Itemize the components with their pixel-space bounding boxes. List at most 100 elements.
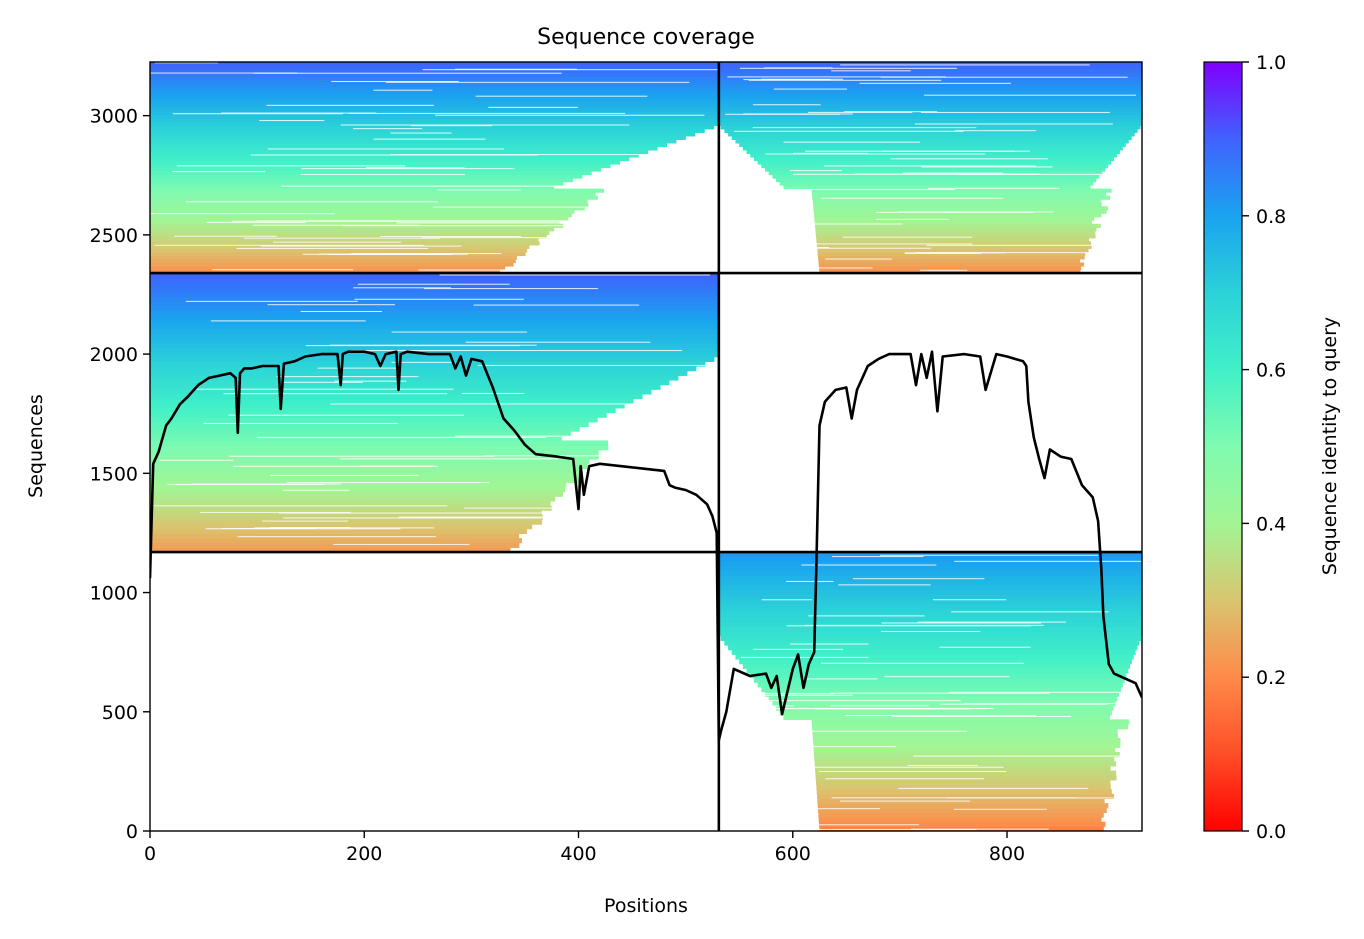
gap-stripe (261, 520, 348, 522)
msa-band (150, 338, 719, 344)
y-tick-label: 2500 (90, 225, 138, 247)
colorbar: 0.0 0.2 0.4 0.6 0.8 1.0 Sequence identity to … (1203, 52, 1341, 843)
gap-stripe (765, 153, 986, 155)
gap-stripe (267, 148, 504, 150)
msa-band (818, 817, 1102, 823)
msa-band (718, 565, 1142, 572)
gap-stripe (914, 123, 1113, 125)
gap-stripe (807, 111, 913, 113)
plot-area (150, 62, 1142, 831)
colorbar-tick-label: 1.0 (1256, 52, 1286, 74)
gap-stripe (276, 376, 419, 378)
gap-stripe (808, 615, 925, 617)
gap-stripe (421, 237, 642, 239)
gap-stripe (738, 708, 987, 710)
msa-block-2 (150, 62, 719, 274)
msa-band (150, 417, 598, 423)
msa-band (718, 86, 1142, 91)
gap-stripe (773, 88, 848, 90)
msa-band (814, 213, 1102, 218)
msa-band (150, 241, 540, 246)
gap-stripe (831, 70, 911, 72)
msa-band (150, 389, 652, 395)
gap-stripe (801, 824, 919, 826)
msa-band (814, 216, 1095, 221)
msa-band (150, 114, 719, 119)
msa-band (150, 230, 550, 235)
gap-stripe (477, 364, 719, 366)
gap-stripe (752, 127, 977, 129)
msa-band (718, 65, 1142, 70)
msa-band (718, 76, 1142, 81)
msa-band (718, 598, 1142, 604)
gap-stripe (331, 81, 459, 83)
gap-stripe (947, 797, 1130, 799)
msa-band (150, 202, 589, 207)
gap-stripe (435, 114, 705, 116)
msa-band (150, 90, 719, 95)
gap-stripe (237, 536, 436, 538)
gap-stripe (801, 564, 937, 566)
msa-band (815, 775, 1117, 781)
msa-band (815, 770, 1117, 776)
gap-stripe (354, 298, 524, 300)
msa-band (150, 118, 719, 123)
gap-stripe (904, 252, 982, 254)
gap-stripe (732, 693, 834, 695)
gap-stripe (840, 64, 1090, 66)
msa-band (724, 640, 1140, 646)
msa-band (150, 300, 719, 307)
msa-band (150, 265, 506, 271)
msa-band (718, 90, 1142, 95)
msa-band (150, 282, 719, 288)
msa-band (150, 319, 719, 325)
gap-stripe (818, 770, 1007, 772)
msa-band (746, 668, 1129, 674)
gap-stripe (461, 392, 525, 394)
msa-band (718, 589, 1142, 595)
gap-stripe (772, 267, 873, 269)
msa-band (150, 528, 527, 535)
gap-stripe (797, 247, 932, 249)
msa-band (819, 269, 1081, 274)
msa-band (815, 230, 1096, 235)
msa-band (150, 258, 516, 264)
gap-stripe (278, 512, 599, 514)
gap-stripe (748, 246, 829, 248)
gap-stripe (340, 124, 630, 126)
msa-band (816, 234, 1096, 239)
msa-band (150, 213, 572, 218)
gap-stripe (195, 388, 454, 390)
msa-band (150, 333, 719, 339)
msa-band (728, 132, 1135, 137)
msa-band (150, 104, 719, 109)
msa-band (150, 459, 590, 465)
msa-band (761, 686, 1121, 693)
msa-band (718, 104, 1142, 109)
msa-band (150, 244, 530, 250)
msa-band (814, 761, 1117, 767)
gap-stripe (283, 517, 576, 519)
gap-stripe (898, 787, 1089, 789)
gap-stripe (802, 678, 878, 680)
msa-band (150, 220, 560, 225)
msa-band (150, 403, 625, 409)
gap-stripe (810, 829, 977, 831)
gap-stripe (151, 505, 448, 507)
msa-band (817, 793, 1115, 800)
gap-stripe (281, 381, 363, 383)
msa-band (746, 149, 1120, 155)
msa-band (150, 216, 569, 221)
colorbar-gradient (1203, 61, 1243, 832)
msa-band (150, 93, 719, 98)
msa-band (718, 607, 1142, 614)
msa-band (813, 206, 1108, 211)
msa-band (811, 188, 1112, 193)
gap-stripe (876, 211, 1034, 213)
gap-stripe (270, 474, 419, 476)
gap-stripe (172, 171, 266, 173)
msa-band (765, 691, 1120, 697)
msa-band (742, 146, 1123, 151)
msa-band (150, 65, 719, 70)
gap-stripe (210, 320, 366, 322)
